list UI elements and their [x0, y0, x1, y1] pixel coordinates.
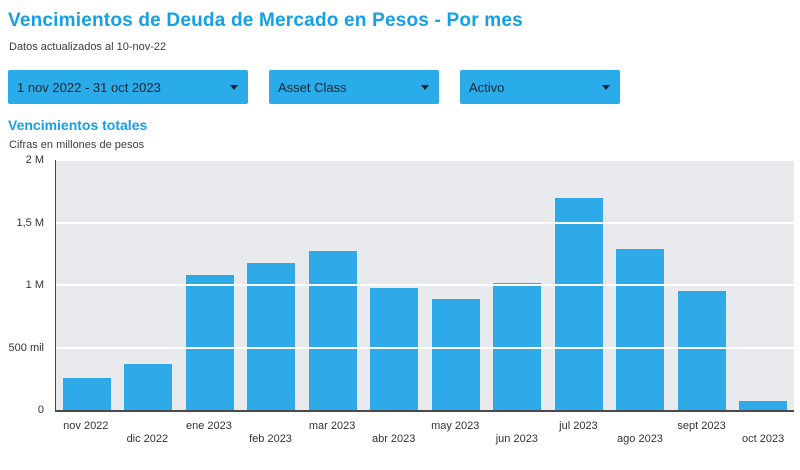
activo-dropdown-label: Activo [469, 79, 505, 95]
chart-bar[interactable] [62, 377, 111, 410]
x-label-slot: may 2023 [424, 416, 486, 456]
x-label-slot: ene 2023 [178, 416, 240, 456]
x-tick-label: jul 2023 [559, 420, 598, 432]
asset-class-dropdown-label: Asset Class [278, 79, 347, 95]
y-tick-label: 1 M [25, 279, 44, 291]
bar-slot [56, 160, 118, 410]
x-axis-labels: nov 2022 dic 2022 ene 2023 feb 2023 mar 2023… [55, 416, 794, 456]
x-tick-label: sept 2023 [677, 420, 726, 432]
x-tick-label: mar 2023 [308, 420, 356, 432]
x-label-slot: nov 2022 [55, 416, 117, 456]
bar-slot [241, 160, 303, 410]
bar-slot [425, 160, 487, 410]
x-label-slot: sept 2023 [671, 416, 733, 456]
gridline [56, 221, 794, 224]
x-label-slot: mar 2023 [301, 416, 363, 456]
bar-slot [548, 160, 610, 410]
chart-bar[interactable] [124, 363, 173, 410]
chart-bar[interactable] [677, 291, 726, 410]
y-tick-label: 2 M [25, 154, 44, 166]
chart-bar[interactable] [554, 197, 603, 410]
y-tick-label: 1,5 M [16, 216, 44, 229]
chart-bar[interactable] [739, 401, 788, 410]
plot-area [55, 159, 794, 412]
x-label-slot: dic 2022 [117, 416, 179, 456]
chevron-down-icon [230, 84, 238, 90]
bar-slot [118, 160, 180, 410]
gridline [56, 284, 794, 286]
y-tick-label: 500 mil [8, 341, 44, 354]
bar-slot [179, 160, 241, 410]
activo-dropdown[interactable]: Activo [460, 70, 620, 104]
chart-bar[interactable] [616, 248, 665, 410]
bar-slot [364, 160, 426, 410]
chart-title: Vencimientos totales [8, 117, 148, 133]
filter-bar: 1 nov 2022 - 31 oct 2023 Asset Class Act… [8, 70, 620, 104]
y-tick-label: 0 [37, 404, 44, 416]
chart-bar[interactable] [370, 287, 419, 410]
chart-bar[interactable] [308, 251, 357, 410]
x-tick-label: may 2023 [431, 420, 480, 432]
chart-bar[interactable] [431, 298, 480, 410]
x-label-slot: jul 2023 [548, 416, 610, 456]
gridline [56, 159, 794, 161]
x-tick-label: feb 2023 [249, 433, 292, 445]
x-tick-label: dic 2022 [126, 433, 169, 445]
x-label-slot: abr 2023 [363, 416, 425, 456]
chart-bar[interactable] [247, 262, 296, 410]
chart-subtitle: Cifras en millones de pesos [9, 139, 145, 151]
x-tick-label: ene 2023 [186, 420, 232, 432]
asset-class-dropdown[interactable]: Asset Class [269, 70, 439, 104]
bar-slot [302, 160, 364, 410]
chart-bar[interactable] [493, 282, 542, 410]
x-label-slot: jun 2023 [486, 416, 548, 456]
bar-slot [487, 160, 549, 410]
x-tick-label: nov 2022 [63, 420, 109, 432]
x-label-slot: feb 2023 [240, 416, 302, 456]
updated-at-text: Datos actualizados al 10-nov-22 [9, 41, 167, 53]
bar-slot [671, 160, 733, 410]
x-label-slot: oct 2023 [732, 416, 794, 456]
chevron-down-icon [602, 84, 610, 90]
gridline [56, 346, 794, 349]
x-label-slot: ago 2023 [609, 416, 671, 456]
bar-slot [610, 160, 672, 410]
x-tick-label: jun 2023 [495, 433, 538, 445]
y-axis-labels: 0 500 mil 1 M 1,5 M 2 M [0, 154, 49, 416]
chevron-down-icon [421, 84, 429, 90]
page-title: Vencimientos de Deuda de Mercado en Peso… [8, 10, 523, 31]
x-tick-label: oct 2023 [742, 433, 785, 445]
x-tick-label: ago 2023 [617, 433, 663, 445]
date-range-dropdown[interactable]: 1 nov 2022 - 31 oct 2023 [8, 70, 248, 104]
chart-bar[interactable] [185, 275, 234, 410]
bar-series [56, 160, 794, 410]
x-tick-label: abr 2023 [371, 433, 416, 445]
date-range-dropdown-label: 1 nov 2022 - 31 oct 2023 [17, 79, 161, 95]
bar-slot [733, 160, 795, 410]
